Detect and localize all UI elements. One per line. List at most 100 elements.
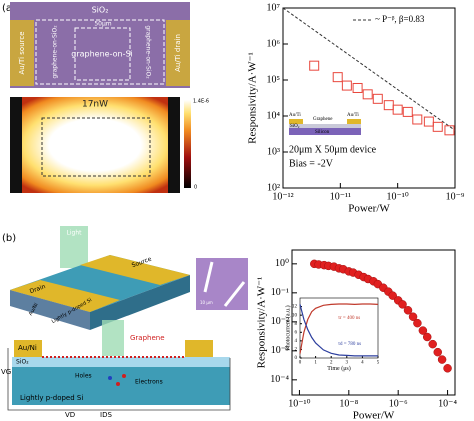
electrode — [80, 255, 190, 285]
plot-frame — [299, 297, 379, 359]
heatmap — [10, 97, 180, 193]
colorbar-label: 1.4E-6 — [193, 99, 209, 105]
power-label: 17nW — [82, 100, 108, 110]
label: Au/Ti source — [18, 31, 26, 74]
x-tick-label: 10⁻¹¹ — [330, 191, 351, 202]
x-tick-label: 10⁻¹⁰ — [387, 191, 409, 202]
schematic-label: Au/Ti — [347, 113, 359, 118]
plot-frame — [282, 7, 456, 189]
panel-label: (b) — [2, 233, 16, 244]
series-line — [299, 303, 379, 354]
y-tick-label: 10⁴ — [267, 110, 281, 121]
electrode — [14, 340, 42, 357]
electrode — [10, 280, 120, 312]
schematic-pad — [289, 119, 303, 124]
light-beam — [60, 226, 88, 268]
carrier — [116, 382, 120, 386]
panel-label: (a) — [2, 3, 16, 14]
label: SiO₂ — [16, 359, 29, 366]
point — [412, 114, 423, 125]
point — [437, 355, 447, 364]
device-side — [90, 275, 190, 330]
y-tick-label: 10⁻⁴ — [270, 374, 289, 385]
point — [388, 291, 397, 300]
heatmap-edge — [10, 97, 22, 193]
series-label: τd = 780 ns — [338, 342, 361, 347]
x-tick-label: 1 — [314, 361, 317, 366]
x-tick-label: 3 — [346, 361, 349, 366]
carrier — [122, 374, 126, 378]
x-tick-label: 10⁻⁶ — [389, 398, 408, 409]
point — [332, 72, 343, 83]
y-tick-label: 10⁻³ — [271, 345, 289, 356]
micrograph — [196, 258, 248, 310]
label: Holes — [75, 373, 92, 380]
point — [352, 82, 363, 93]
label: Graphene — [130, 334, 165, 342]
scale-label: 50μm — [94, 21, 111, 28]
colorbar — [184, 100, 191, 188]
schematic-label: Graphene — [313, 117, 333, 122]
y-tick-label: 10⁷ — [267, 2, 281, 13]
y-tick-label: 12 — [292, 305, 298, 310]
device-side — [10, 290, 90, 330]
series-label: τr = 400 ns — [338, 316, 360, 321]
y-tick-label: 10 — [292, 313, 298, 318]
x-axis-label: Power/W — [353, 410, 395, 421]
annotation: 20μm X 50μm device — [289, 144, 377, 155]
electrode — [10, 20, 34, 86]
outline — [41, 117, 151, 177]
x-tick-label: 10⁻⁸ — [339, 398, 358, 409]
label: Au/Ni — [28, 302, 40, 317]
flake — [203, 261, 214, 293]
point — [443, 364, 452, 373]
x-tick-label: 10⁻⁴ — [438, 398, 457, 409]
label: Electrons — [135, 379, 163, 386]
y-axis-label: Responsivity/A·W⁻¹ — [247, 52, 259, 144]
label: graphene-on-Si — [71, 50, 133, 59]
fit-line — [282, 7, 456, 131]
label: Au/Ni — [18, 344, 37, 352]
outline — [74, 27, 131, 81]
charts: 10⁻¹² 10⁻¹¹ 10⁻¹⁰ 10⁻⁹ 10² 10³ 10⁴ 10⁵ 10⁶ 10⁷ Pow… — [247, 2, 465, 421]
substrate — [12, 367, 230, 405]
schematic-oxide — [289, 124, 361, 128]
micrograph — [10, 2, 190, 88]
x-tick-label: 4 — [361, 361, 364, 366]
y-tick-label: 10⁻¹ — [271, 287, 289, 298]
y-tick-label: 10³ — [267, 146, 280, 157]
point — [423, 116, 434, 127]
plot-frame — [291, 249, 456, 396]
y-tick-label: 10⁶ — [267, 38, 281, 49]
label: VD — [65, 411, 75, 419]
light-beam — [102, 320, 124, 356]
label: SiO₂ — [92, 6, 109, 15]
x-tick-label: 0 — [299, 361, 302, 366]
carrier — [108, 376, 112, 380]
x-tick-label: 10⁻¹⁰ — [288, 398, 310, 409]
label: IDS — [100, 411, 112, 419]
point — [403, 306, 413, 315]
y-tick-label: 10⁵ — [267, 74, 281, 85]
y-tick-label: 0 — [295, 356, 298, 361]
label: VG — [1, 368, 11, 376]
label: graphene-on-SiO₂ — [52, 25, 59, 79]
y-axis-label: Responsivity/A·W⁻¹ — [256, 277, 268, 369]
point — [418, 326, 428, 335]
point — [408, 312, 418, 321]
circuit — [7, 348, 231, 411]
electrode — [185, 340, 213, 357]
y-tick-label: 8 — [295, 322, 298, 327]
point — [362, 89, 373, 100]
point — [433, 347, 442, 357]
y-tick-label: 2 — [295, 348, 298, 353]
x-tick-label: 5 — [377, 361, 380, 366]
series-line — [299, 304, 378, 357]
annotation: Bias = -2V — [289, 158, 334, 169]
y-tick-label: 6 — [295, 330, 298, 335]
x-axis-label: Time (μs) — [327, 365, 351, 372]
flake — [223, 281, 246, 307]
scale-label: 10 μm — [200, 300, 213, 305]
y-tick-label: 10² — [267, 182, 280, 193]
schematic-si — [289, 128, 361, 135]
